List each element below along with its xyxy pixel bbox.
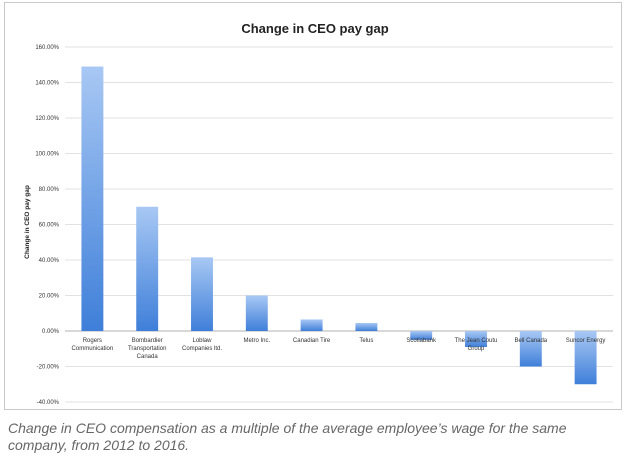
y-tick-label: 60.00% — [39, 223, 60, 229]
x-tick-label: Suncor Energy — [566, 338, 606, 344]
x-tick-label: Telus — [359, 338, 373, 344]
bar — [465, 331, 487, 347]
y-tick-label: 160.00% — [35, 45, 59, 51]
y-tick-label: 0.00% — [42, 329, 60, 335]
y-tick-label: 120.00% — [35, 116, 59, 122]
x-tick-labels: Rogers Communication Bombardier Transportat… — [72, 338, 606, 360]
bar — [136, 206, 159, 331]
bar — [81, 66, 104, 332]
chart-frame: Change in CEO pay gap Change in CEO pay … — [4, 2, 622, 410]
x-tick-label: Bell Canada — [514, 338, 547, 344]
y-tick-labels: -40.00% -20.00% 0.00% 20.00% 40.00% 60.00% 80.… — [35, 45, 59, 406]
bar — [410, 331, 433, 340]
x-tick-label: Loblaw Companies ltd. — [182, 338, 222, 352]
x-tick-label: The Jean Coutu Group — [455, 338, 498, 352]
bar — [191, 257, 213, 331]
figure-caption: Change in CEO compensation as a multiple… — [8, 420, 567, 453]
y-tick-label: 100.00% — [35, 152, 59, 158]
x-tick-label: Metro Inc. — [243, 338, 270, 344]
x-tick-label: Bombardier Transportation Canada — [128, 338, 166, 360]
y-axis-label: Change in CEO pay gap — [24, 185, 31, 259]
y-tick-label: 80.00% — [39, 187, 60, 193]
bar — [574, 331, 597, 385]
y-tick-label: 20.00% — [39, 294, 60, 300]
y-tick-label: 40.00% — [39, 258, 60, 264]
bar — [355, 323, 378, 331]
bar — [245, 295, 268, 331]
y-tick-label: 140.00% — [35, 81, 59, 87]
x-tick-label: Canadian Tire — [293, 338, 331, 344]
x-tick-label: Rogers Communication — [72, 338, 114, 352]
chart-title: Change in CEO pay gap — [241, 21, 388, 36]
y-tick-label: -40.00% — [37, 400, 60, 406]
bar-chart: Change in CEO pay gap Change in CEO pay … — [24, 21, 613, 406]
x-tick-label: Scotiabank — [406, 338, 437, 344]
bar — [519, 331, 542, 367]
bars — [81, 66, 597, 385]
y-tick-label: -20.00% — [37, 365, 60, 371]
bar — [300, 319, 323, 331]
